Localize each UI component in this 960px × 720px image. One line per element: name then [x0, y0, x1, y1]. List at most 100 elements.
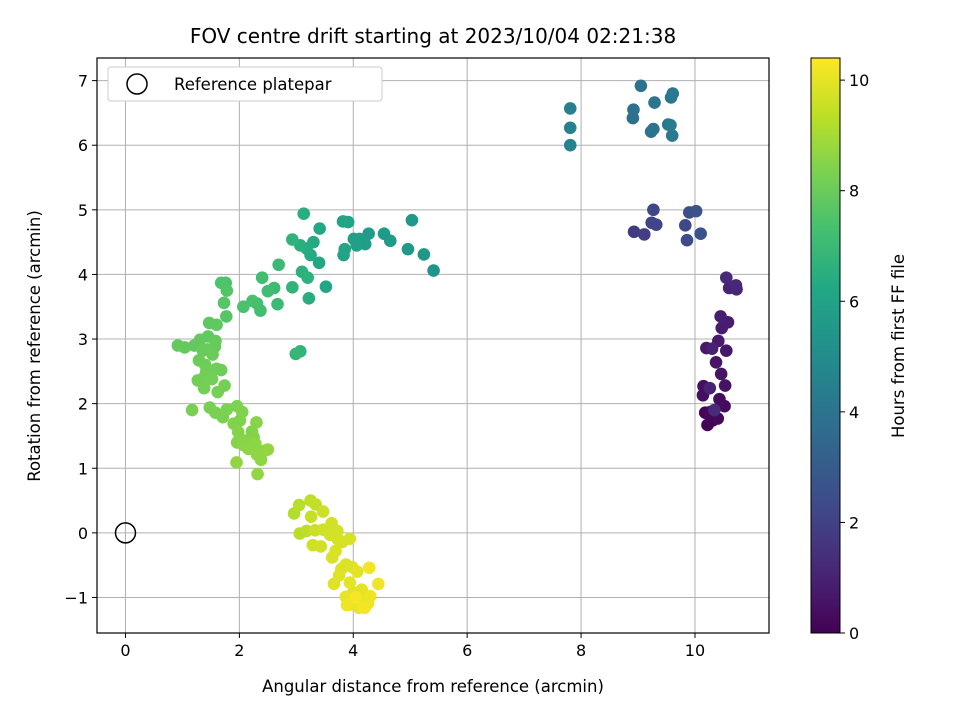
scatter-point — [237, 300, 250, 314]
x-axis-ticks: 0 2 4 6 8 10 — [120, 633, 705, 660]
x-tick-label: 2 — [234, 641, 244, 660]
scatter-point — [292, 498, 306, 512]
scatter-point — [627, 103, 640, 116]
scatter-point — [313, 222, 326, 235]
scatter-point — [217, 296, 231, 310]
scatter-point — [563, 121, 577, 135]
y-tick-label: −1 — [64, 588, 88, 607]
scatter-point — [666, 87, 680, 100]
colorbar-label: Hours from first FF file — [889, 254, 908, 438]
y-axis-label: Rotation from reference (arcmin) — [25, 210, 44, 482]
scatter-point — [718, 379, 732, 392]
scatter-point — [246, 294, 259, 308]
data-points — [171, 79, 743, 615]
plot-frame — [96, 57, 770, 634]
scatter-point — [271, 297, 284, 311]
colorbar-tick-label: 10 — [849, 71, 869, 90]
scatter-point — [329, 544, 342, 558]
scatter-point — [196, 344, 210, 357]
scatter-point — [694, 227, 707, 241]
scatter-point — [316, 505, 330, 518]
y-tick-label: 3 — [78, 330, 88, 349]
colorbar-tick-label: 4 — [849, 403, 859, 422]
scatter-point — [185, 403, 199, 417]
scatter-point — [349, 591, 363, 604]
scatter-point — [627, 225, 641, 239]
scatter-point — [210, 362, 223, 376]
scatter-point — [709, 355, 723, 369]
scatter-point — [703, 381, 717, 395]
scatter-point — [230, 456, 243, 469]
scatter-point — [362, 561, 376, 575]
scatter-point — [563, 102, 577, 115]
scatter-point — [197, 381, 211, 395]
colorbar-tick-label: 2 — [849, 513, 859, 532]
x-axis-label: Angular distance from reference (arcmin) — [262, 677, 604, 696]
scatter-point — [289, 347, 303, 361]
scatter-point — [405, 213, 419, 227]
scatter-point — [634, 79, 648, 93]
scatter-point — [372, 577, 385, 591]
scatter-point — [210, 318, 223, 332]
y-tick-label: 6 — [78, 136, 88, 155]
scatter-point — [178, 341, 192, 354]
x-tick-label: 4 — [348, 641, 358, 660]
scatter-point — [332, 569, 346, 582]
scatter-point — [343, 532, 357, 545]
reference-marker — [114, 522, 137, 544]
scatter-point — [647, 203, 660, 217]
scatter-point — [401, 242, 415, 256]
legend-box — [107, 66, 383, 102]
legend-entry-reference: Reference platepar — [174, 75, 332, 94]
scatter-point — [343, 576, 357, 589]
scatter-point — [427, 264, 440, 277]
scatter-point — [220, 403, 234, 416]
scatter-point — [714, 310, 727, 323]
scatter-point — [297, 207, 311, 221]
scatter-point — [255, 271, 269, 284]
y-tick-label: 1 — [78, 459, 88, 478]
y-tick-label: 0 — [78, 524, 88, 543]
scatter-point — [219, 310, 233, 323]
chart-title: FOV centre drift starting at 2023/10/04 … — [190, 24, 676, 48]
scatter-point — [231, 425, 245, 439]
scatter-point — [314, 540, 328, 553]
scatter-point — [347, 232, 361, 246]
scatter-point — [211, 385, 225, 399]
scatter-point — [649, 218, 663, 231]
scatter-point — [364, 589, 377, 603]
scatter-point — [350, 565, 364, 578]
legend-marker-icon — [126, 73, 148, 95]
scatter-point — [302, 292, 316, 305]
scatter-point — [689, 204, 703, 218]
colorbar-tick-label: 8 — [849, 182, 859, 201]
scatter-point — [729, 279, 743, 292]
scatter-point — [719, 271, 733, 284]
y-tick-label: 5 — [78, 201, 88, 220]
scatter-point — [272, 258, 285, 272]
x-tick-label: 8 — [576, 641, 586, 660]
scatter-point — [637, 228, 651, 241]
scatter-point — [254, 453, 268, 467]
y-tick-label: 7 — [78, 72, 88, 91]
scatter-point — [250, 416, 263, 429]
x-tick-label: 6 — [462, 641, 472, 660]
scatter-point — [206, 348, 219, 361]
colorbar-gradient — [810, 57, 841, 634]
scatter-point — [714, 367, 728, 381]
scatter-point — [340, 598, 354, 612]
scatter-point — [665, 129, 679, 142]
scatter-point — [301, 271, 315, 284]
scatter-point — [312, 256, 326, 270]
scatter-point — [286, 281, 299, 294]
scatter-point — [678, 219, 692, 232]
x-tick-label: 0 — [120, 641, 130, 660]
x-tick-label: 10 — [685, 641, 705, 660]
scatter-point — [713, 392, 726, 406]
scatter-point — [705, 342, 719, 356]
y-tick-label: 2 — [78, 395, 88, 414]
scatter-point — [648, 96, 661, 109]
scatter-point — [664, 118, 677, 132]
scatter-point — [708, 403, 721, 417]
